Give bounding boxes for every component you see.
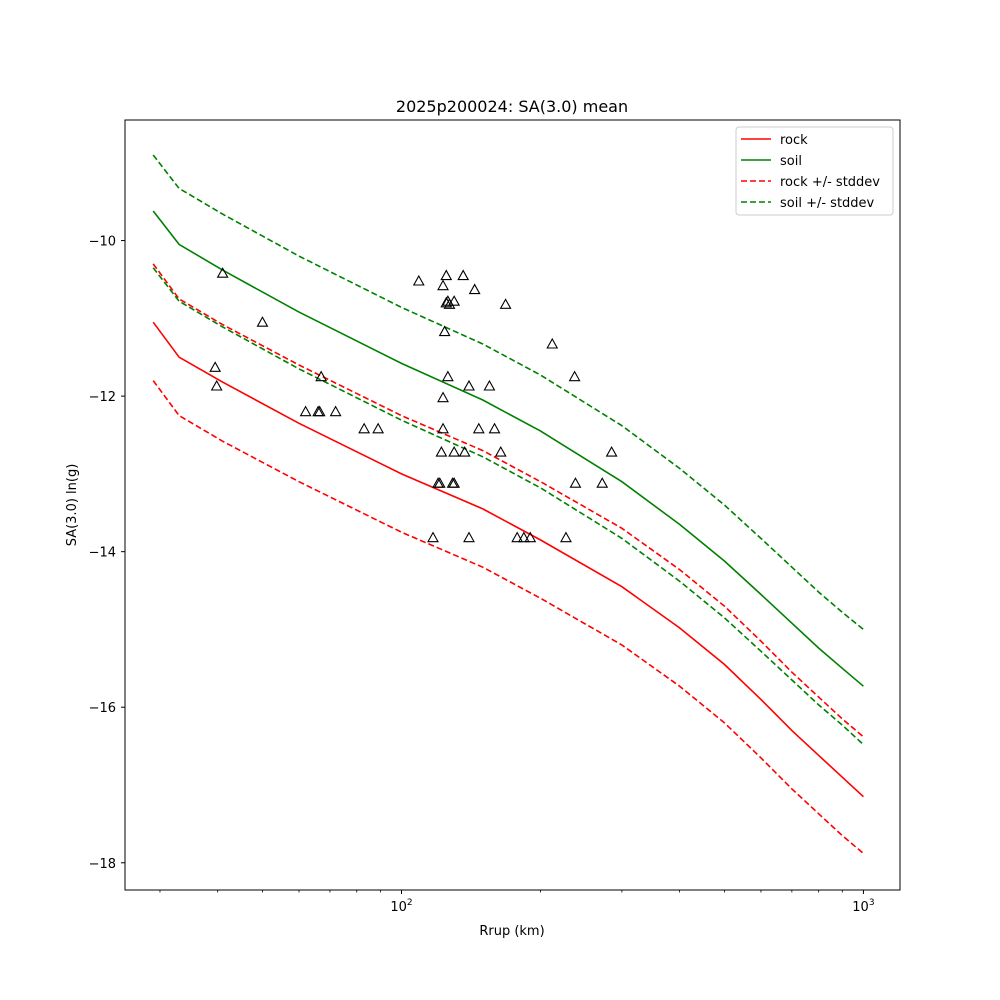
legend: rock soil rock +/- stddev soil +/- stddev xyxy=(735,126,894,216)
series-line-1 xyxy=(152,210,864,687)
x-ticks: 102 103 xyxy=(159,890,875,915)
observation-point xyxy=(437,422,449,434)
observation-point xyxy=(433,477,446,488)
observation-point xyxy=(299,405,312,417)
observation-point xyxy=(313,405,326,417)
observations-layer xyxy=(209,267,618,543)
legend-label: soil xyxy=(780,154,802,169)
observation-point xyxy=(488,422,501,434)
series-line-3 xyxy=(152,380,864,855)
chart-title: 2025p200024: SA(3.0) mean xyxy=(396,97,628,116)
observation-point xyxy=(448,477,461,488)
observation-point xyxy=(457,269,470,281)
observation-point xyxy=(546,337,559,349)
observation-point xyxy=(437,279,449,291)
observation-point xyxy=(315,370,328,382)
observation-point xyxy=(412,274,425,286)
observation-point xyxy=(499,298,512,309)
observation-point xyxy=(443,298,456,309)
legend-label: soil +/- stddev xyxy=(780,196,875,211)
observation-point xyxy=(438,325,451,337)
observation-point xyxy=(494,445,507,457)
observation-point xyxy=(210,379,223,391)
observation-point xyxy=(448,445,461,457)
y-tick-label: −14 xyxy=(89,546,116,561)
y-axis-label: SA(3.0) ln(g) xyxy=(65,464,80,547)
legend-label: rock +/- stddev xyxy=(780,175,880,190)
observation-point xyxy=(463,379,475,391)
observation-point xyxy=(440,269,453,281)
observation-point xyxy=(483,379,496,391)
series-line-0 xyxy=(152,321,864,798)
observation-point xyxy=(596,477,609,488)
observation-point xyxy=(440,296,453,308)
y-tick-label: −12 xyxy=(89,390,116,405)
series-line-4 xyxy=(152,154,864,631)
series-line-2 xyxy=(152,263,864,738)
observation-point xyxy=(468,283,481,295)
observation-point xyxy=(524,531,537,543)
observation-point xyxy=(458,445,471,457)
series-line-5 xyxy=(152,267,864,746)
plot-area: 102 103 −10 −12 −14 −16 −18 xyxy=(89,119,901,915)
y-tick-label: −16 xyxy=(89,701,116,716)
observation-point xyxy=(463,531,475,543)
observation-point xyxy=(448,295,461,306)
legend-box xyxy=(735,126,894,216)
series-layer xyxy=(152,154,864,855)
x-axis-label: Rrup (km) xyxy=(479,924,544,939)
observation-point xyxy=(441,370,454,382)
observation-point xyxy=(472,422,485,434)
y-tick-label: −18 xyxy=(89,857,116,872)
observation-point xyxy=(605,445,618,457)
y-tick-label: −10 xyxy=(89,235,116,250)
axes-frame xyxy=(124,119,901,891)
x-tick-exponent: 2 xyxy=(407,898,413,908)
observation-point xyxy=(568,370,581,382)
observation-point xyxy=(256,316,269,327)
observation-point xyxy=(427,531,439,543)
observation-point xyxy=(569,477,582,488)
observation-point xyxy=(511,531,524,543)
observation-point xyxy=(372,422,385,434)
legend-label: rock xyxy=(780,133,808,148)
observation-point xyxy=(437,391,449,403)
observation-point xyxy=(209,361,222,372)
observation-point xyxy=(560,531,572,543)
observation-point xyxy=(435,445,448,457)
observation-point xyxy=(517,531,530,543)
y-ticks: −10 −12 −14 −16 −18 xyxy=(89,235,125,872)
observation-point xyxy=(329,405,342,417)
observation-point xyxy=(216,267,229,278)
x-tick-exponent: 3 xyxy=(869,898,875,908)
observation-point xyxy=(358,422,371,434)
